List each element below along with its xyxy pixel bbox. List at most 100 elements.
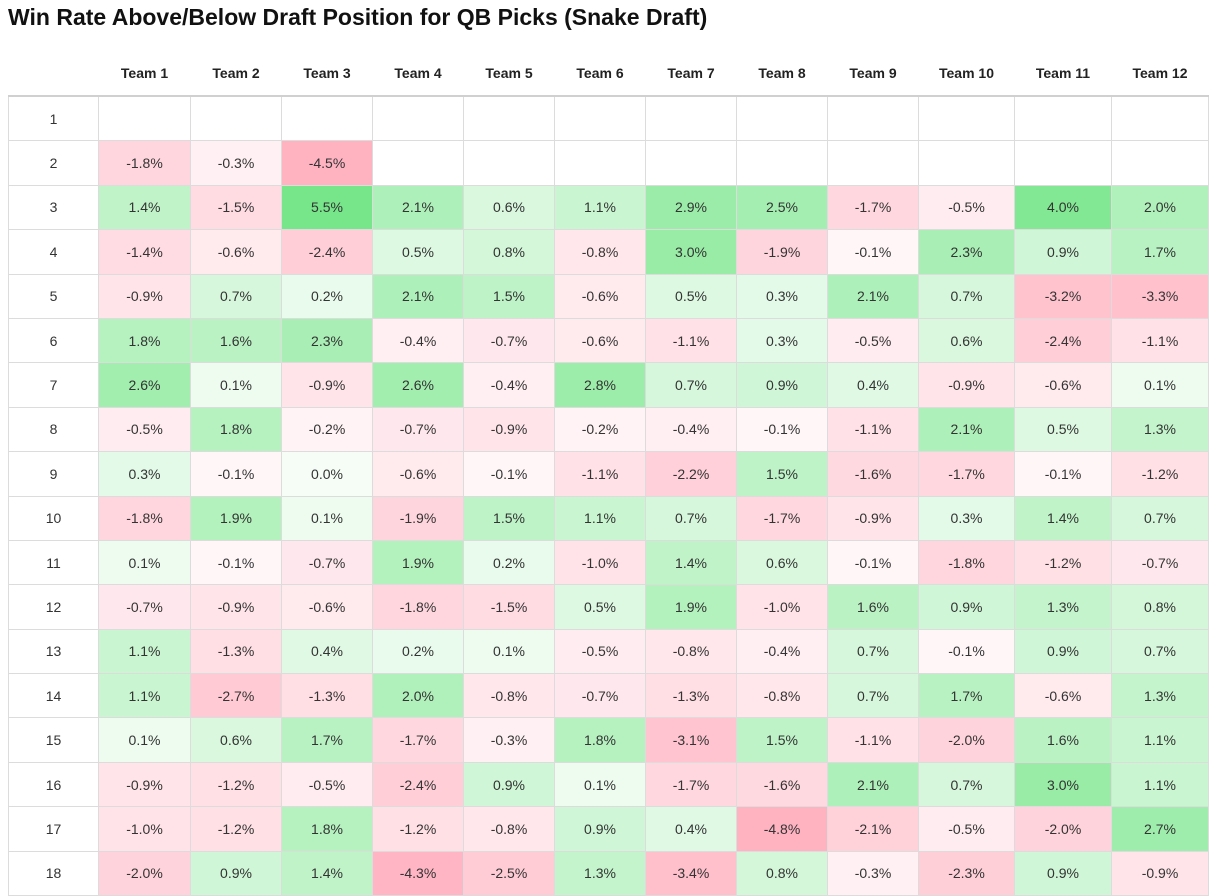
heatmap-cell: 1.9% <box>372 539 464 586</box>
heatmap-cell: 1.1% <box>554 184 646 231</box>
heatmap-cell <box>190 95 282 142</box>
heatmap-cell <box>1014 140 1112 186</box>
cell-value-label: 0.4% <box>857 377 889 394</box>
column-header: Team 6 <box>576 65 624 81</box>
cell-value-label: 1.6% <box>1047 732 1079 749</box>
heatmap-cell <box>463 140 555 186</box>
cell-value-label: -0.6% <box>399 465 437 482</box>
cell-value-label: -0.1% <box>854 554 892 571</box>
heatmap-cell: 0.6% <box>736 539 828 586</box>
cell-value-label: -0.5% <box>948 820 985 837</box>
heatmap-cell: 1.8% <box>281 806 373 852</box>
heatmap-cell <box>554 95 646 142</box>
heatmap-cell: -0.1% <box>463 451 555 497</box>
cell-value-label: -0.8% <box>763 687 801 704</box>
heatmap-cell: -0.9% <box>98 273 191 319</box>
heatmap-cell: 0.8% <box>736 850 828 896</box>
heatmap-cell: -1.1% <box>554 451 646 497</box>
cell-value-label: -0.5% <box>308 776 346 793</box>
heatmap-cell: -0.5% <box>98 406 191 453</box>
cell-value-label: 0.9% <box>766 377 798 394</box>
heatmap-cell: -0.7% <box>281 539 373 586</box>
heatmap-cell: 5.5% <box>281 184 373 231</box>
heatmap-cell: -0.9% <box>1111 850 1209 896</box>
heatmap-cell: -0.6% <box>281 584 373 630</box>
cell-value-label: 0.7% <box>950 776 983 793</box>
heatmap-cell: -0.9% <box>190 584 282 630</box>
table-row: 11 0.1% -0.1% -0.7% 1.9% 0.2% -1.0% 1.4% 0.6% -0.… <box>8 539 1209 586</box>
row-label: 15 <box>8 717 99 763</box>
heatmap-cell: -1.0% <box>736 584 828 630</box>
heatmap-cell: -0.2% <box>554 406 646 453</box>
heatmap-cell: 1.5% <box>463 495 555 541</box>
cell-value-label: -0.9% <box>854 510 892 527</box>
cell-value-label: -0.2% <box>308 421 346 438</box>
cell-value-label: 0.9% <box>950 598 983 615</box>
heatmap-cell: 1.3% <box>554 850 646 896</box>
cell-value-label: 1.8% <box>584 732 616 749</box>
heatmap-cell: -0.5% <box>827 317 919 364</box>
cell-value-label: 2.0% <box>402 687 434 704</box>
heatmap-cell: -1.2% <box>1111 451 1209 497</box>
row-label: 10 <box>8 495 99 541</box>
cell-value-label: 0.9% <box>584 820 616 837</box>
heatmap-cell: -2.7% <box>190 673 282 719</box>
heatmap-cell: 0.5% <box>645 273 737 319</box>
heatmap-cell: 1.4% <box>645 539 737 586</box>
cell-value-label: -0.4% <box>399 332 437 349</box>
cell-value-label: -0.8% <box>490 687 528 704</box>
cell-value-label: -1.1% <box>854 732 892 749</box>
cell-value-label: -0.1% <box>217 465 255 482</box>
heatmap-cell: -1.1% <box>1111 317 1209 364</box>
heatmap-cell: -0.1% <box>190 539 282 586</box>
table-row: 2 -1.8% -0.3% -4.5% <box>8 140 1209 186</box>
row-label: 16 <box>8 761 99 808</box>
column-header: Team 12 <box>1132 65 1188 81</box>
heatmap-cell: 1.8% <box>554 717 646 763</box>
cell-value-label: -1.1% <box>672 332 710 349</box>
cell-value-label: 1.1% <box>584 199 616 216</box>
cell-value-label: -1.7% <box>672 776 710 793</box>
cell-value-label: -0.1% <box>490 465 528 482</box>
cell-value-label: 2.0% <box>1144 199 1176 216</box>
cell-value-label: -0.9% <box>308 377 346 394</box>
cell-value-label: -2.0% <box>126 865 163 882</box>
cell-value-label: 0.4% <box>311 643 343 660</box>
cell-value-label: -0.6% <box>308 598 346 615</box>
heatmap-cell: -0.9% <box>98 761 191 808</box>
cell-value-label: 0.1% <box>311 510 343 527</box>
cell-value-label: 2.1% <box>857 776 889 793</box>
heatmap-cell: -2.5% <box>463 850 555 896</box>
cell-value-label: 1.5% <box>766 465 798 482</box>
column-header: Team 2 <box>212 65 260 81</box>
cell-value-label: 0.2% <box>311 288 343 305</box>
heatmap-cell: 1.6% <box>190 317 282 364</box>
heatmap-cell: -0.6% <box>190 229 282 275</box>
table-row: 5 -0.9% 0.7% 0.2% 2.1% 1.5% -0.6% 0.5% 0.3% 2.1% 0… <box>8 273 1209 319</box>
heatmap-cell: 1.1% <box>98 673 191 719</box>
cell-value-label: 2.9% <box>675 199 707 216</box>
cell-value-label: 2.7% <box>1144 820 1176 837</box>
cell-value-label: 0.9% <box>1047 865 1079 882</box>
heatmap-cell: 1.1% <box>98 628 191 675</box>
row-label: 4 <box>8 229 99 275</box>
heatmap-cell: 0.8% <box>463 229 555 275</box>
cell-value-label: -4.5% <box>308 155 346 172</box>
cell-value-label: 4.0% <box>1047 199 1079 216</box>
heatmap-cell: -0.7% <box>372 406 464 453</box>
corner-header <box>9 51 99 96</box>
cell-value-label: 0.3% <box>950 510 983 527</box>
cell-value-label: 1.8% <box>220 421 252 438</box>
heatmap-cell <box>372 140 464 186</box>
heatmap-cell: -0.4% <box>372 317 464 364</box>
cell-value-label: 1.3% <box>1047 598 1079 615</box>
heatmap-cell: 1.5% <box>463 273 555 319</box>
heatmap-cell: 0.9% <box>736 362 828 408</box>
cell-value-label: -0.9% <box>126 288 163 305</box>
cell-value-label: -2.7% <box>217 687 255 704</box>
heatmap-cell <box>827 95 919 142</box>
cell-value-label: -0.9% <box>1141 865 1179 882</box>
cell-value-label: -2.0% <box>948 732 985 749</box>
cell-value-label: 1.9% <box>220 510 252 527</box>
heatmap-cell: 2.0% <box>1111 184 1209 231</box>
